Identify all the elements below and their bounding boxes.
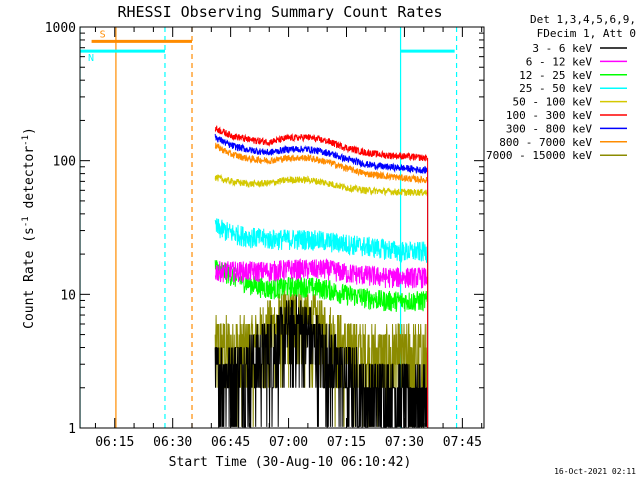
y-tick-label: 1000 [45, 21, 76, 36]
series-line-2 [214, 260, 428, 312]
chart-title: RHESSI Observing Summary Count Rates [117, 3, 442, 21]
legend-label: 50 - 100 keV [513, 96, 593, 109]
series-line-3 [214, 218, 428, 264]
legend-label: 300 - 800 keV [506, 122, 592, 135]
interval-label-n: N [88, 53, 94, 64]
y-axis-label-end: ) [22, 127, 37, 135]
y-tick-label: 1 [68, 422, 76, 437]
y-axis: 1 10 100 1000 [45, 21, 484, 437]
y-axis-label-main: Count Rate (s [22, 227, 37, 329]
x-tick-label: 07:00 [269, 435, 308, 450]
legend-label: 100 - 300 keV [506, 109, 592, 122]
series-line-4 [214, 173, 428, 197]
y-tick-label: 100 [53, 155, 76, 170]
series-group [214, 125, 429, 428]
y-axis-label-sup1: -1 [21, 216, 31, 227]
x-axis: 06:15 06:30 06:45 07:00 07:15 07:30 07:45 [94, 27, 483, 450]
legend-label: 800 - 7000 keV [499, 136, 592, 149]
legend-header-decimation: FDecim 1, Att 0 [537, 27, 636, 40]
series-line-5 [214, 125, 428, 162]
y-axis-label-mid: detector [22, 146, 37, 217]
x-tick-label: 06:15 [95, 435, 134, 450]
footer-date: 16-Oct-2021 02:11 [554, 467, 636, 476]
x-tick-label: 06:45 [211, 435, 250, 450]
plot-frame [79, 26, 485, 429]
time-markers [80, 27, 458, 428]
legend: Det 1,3,4,5,6,9, FDecim 1, Att 0 3 - 6 k… [486, 13, 636, 162]
x-tick-label: 07:45 [443, 435, 482, 450]
legend-label: 3 - 6 keV [532, 42, 592, 55]
series-line-0 [214, 294, 428, 428]
x-tick-label: 07:15 [327, 435, 366, 450]
legend-header-detectors: Det 1,3,4,5,6,9, [530, 13, 636, 26]
legend-label: 7000 - 15000 keV [486, 149, 592, 162]
x-tick-label: 07:30 [385, 435, 424, 450]
series-line-6 [214, 133, 428, 175]
y-axis-label-sup2: -1 [21, 135, 31, 146]
series-line-1 [214, 257, 428, 289]
series-line-7 [214, 142, 428, 185]
x-tick-label: 06:30 [153, 435, 192, 450]
legend-label: 25 - 50 keV [519, 82, 592, 95]
y-tick-label: 10 [60, 288, 76, 303]
attenuator-intervals: SN [80, 29, 455, 64]
legend-label: 12 - 25 keV [519, 69, 592, 82]
legend-label: 6 - 12 keV [526, 55, 593, 68]
interval-label-s: S [100, 29, 106, 40]
x-axis-label: Start Time (30-Aug-10 06:10:42) [169, 455, 412, 470]
y-axis-label: Count Rate (s-1 detector-1) [21, 127, 37, 329]
